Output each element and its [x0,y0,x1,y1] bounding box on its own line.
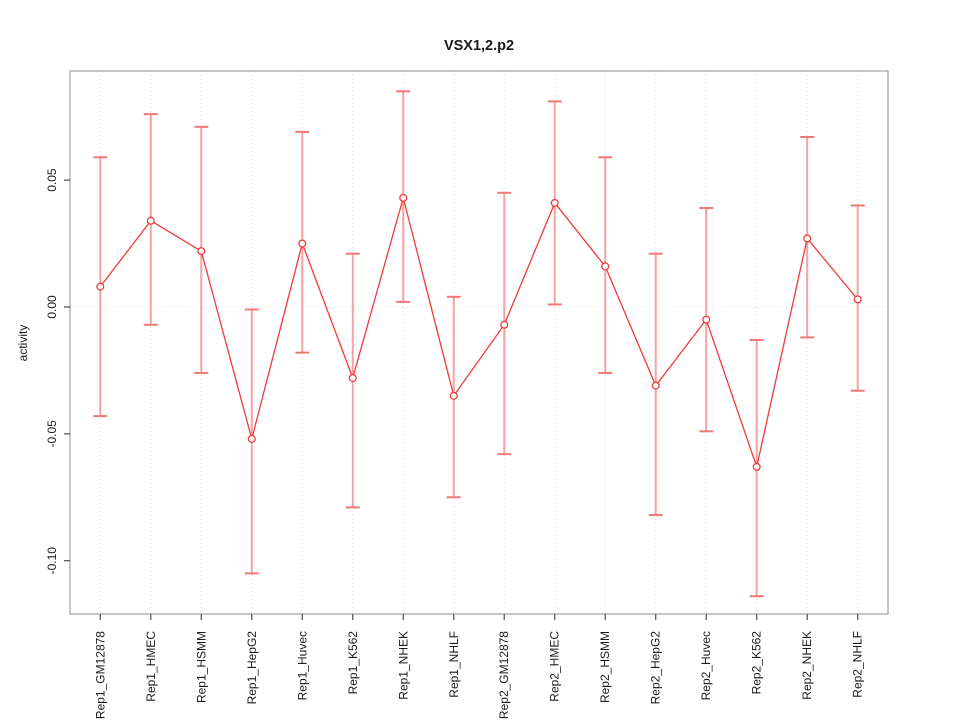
plot-border [69,70,889,615]
gridlines [70,71,888,614]
x-tick-label: Rep1_NHLF [447,631,461,698]
x-tick-label: Rep2_HMEC [548,631,562,702]
data-point [853,295,862,304]
x-tick-label: Rep1_K562 [346,631,360,695]
x-tick-label: Rep1_HSMM [194,631,208,703]
data-point [550,198,559,207]
x-tick-label: Rep1_GM12878 [93,631,107,719]
x-tick-label: Rep2_K562 [750,631,764,695]
x-tick-label: Rep1_NHEK [396,631,410,700]
x-tick-label: Rep2_NHLF [851,631,865,698]
y-tick-label: 0.05 [45,168,59,192]
x-tick-label: Rep2_HSMM [598,631,612,703]
data-point [752,462,761,471]
data-point [399,193,408,202]
data-point [803,234,812,243]
x-tick-label: Rep1_HMEC [144,631,158,702]
data-point [247,434,256,443]
data-point [651,381,660,390]
error-bars [93,90,865,598]
data-point [348,373,357,383]
y-tick-label: 0.00 [45,295,59,319]
data-point [449,391,458,400]
y-axis: 0.05 0.00 -0.05 -0.10 [45,168,70,574]
data-point [146,216,155,225]
data-point [702,315,711,324]
y-axis-label: activity [16,325,30,362]
x-tick-label: Rep2_Huvec [699,631,713,700]
chart-title: VSX1,2.p2 [444,38,514,54]
series-line [99,195,859,470]
x-tick-label: Rep2_HepG2 [649,631,663,705]
x-tick-label: Rep2_GM12878 [497,631,511,719]
x-tick-label: Rep2_NHEK [800,631,814,700]
y-tick-label: -0.05 [45,420,59,448]
data-series [96,193,862,471]
data-point [601,262,610,271]
x-axis: Rep1_GM12878 Rep1_HMEC Rep1_HSMM Rep1_HepG2… [93,614,865,719]
data-point [197,247,206,256]
x-tick-label: Rep1_HepG2 [245,631,259,705]
data-point [96,282,105,291]
x-tick-label: Rep1_Huvec [295,631,309,700]
y-tick-label: -0.10 [45,547,59,575]
data-point [500,320,509,329]
data-point [298,239,307,248]
